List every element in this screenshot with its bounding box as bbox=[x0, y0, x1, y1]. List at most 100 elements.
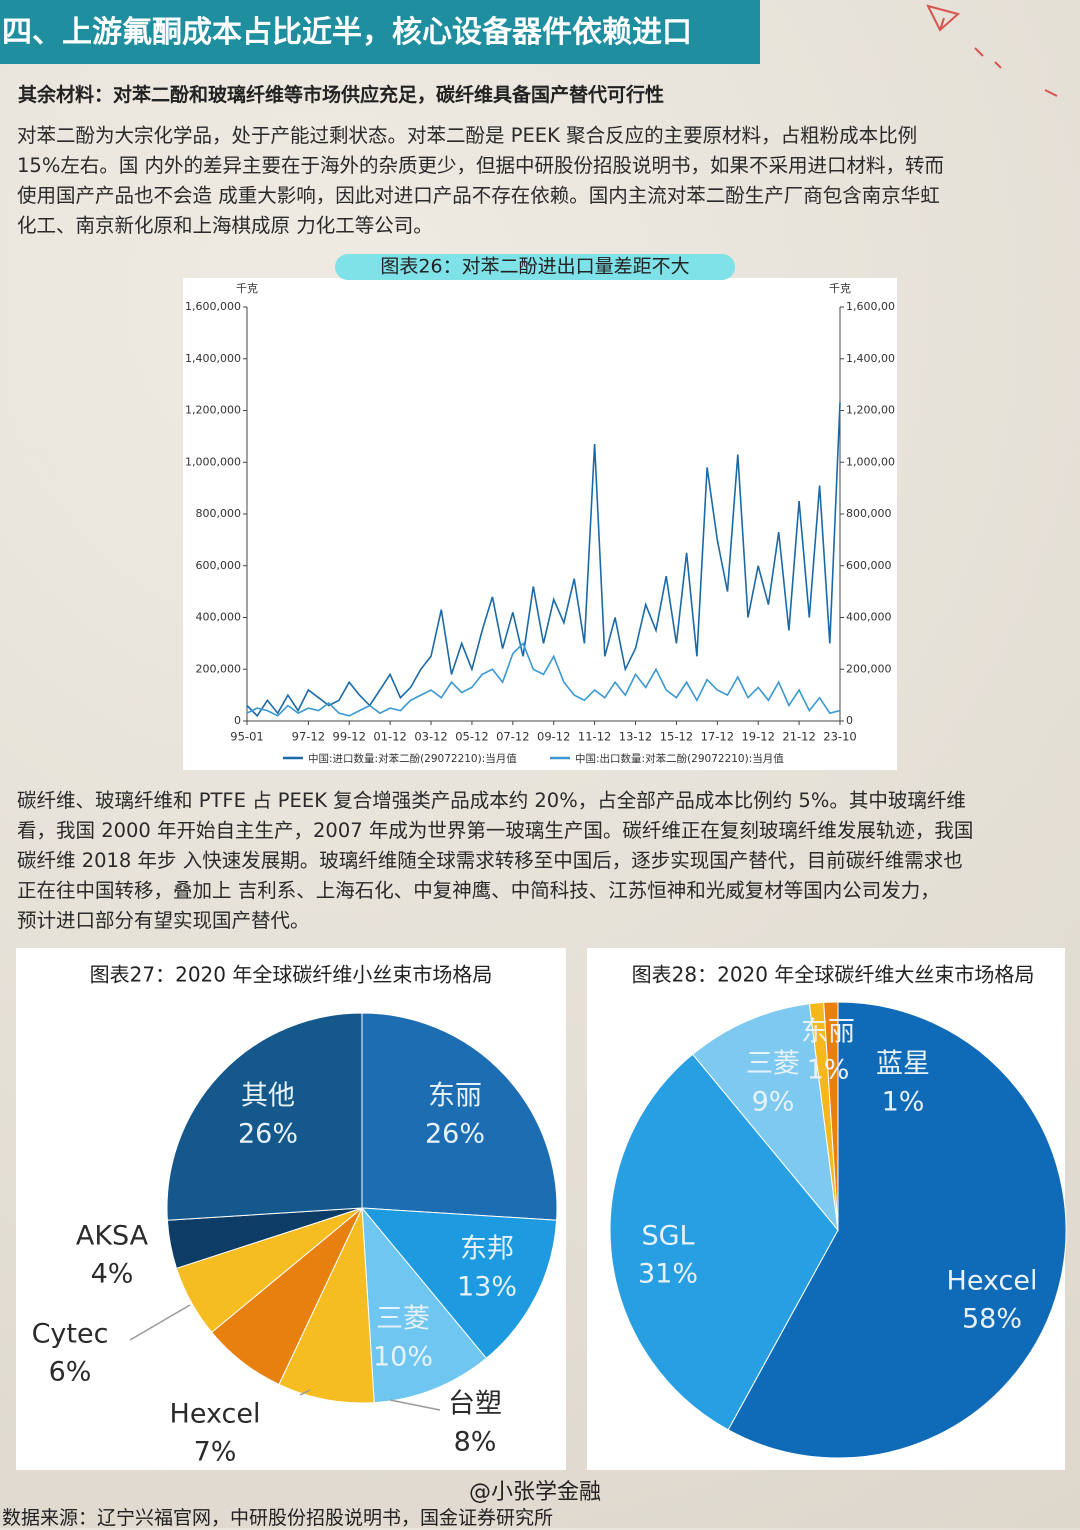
x-tick-label: 23-10 bbox=[823, 730, 856, 744]
chart-panel bbox=[183, 278, 897, 770]
text-line: 15%左右。国 内外的差异主要在于海外的杂质更少，但据中研股份招股说明书，如果不… bbox=[17, 154, 945, 177]
x-tick-label: 99-12 bbox=[333, 730, 366, 744]
pie-slice bbox=[609, 1053, 839, 1431]
slice-label: 其他 bbox=[241, 1081, 295, 1112]
x-tick-label: 01-12 bbox=[373, 730, 406, 744]
text-line: 使用国产产品也不会造 成重大影响，因此对进口产品不存在依赖。国内主流对苯二酚生产… bbox=[17, 184, 940, 207]
slice-label: 台塑 bbox=[448, 1389, 502, 1420]
x-tick-label: 03-12 bbox=[414, 730, 447, 744]
text-line: 正在往中国转移，叠加上 吉利系、上海石化、中复神鹰、中简科技、江苏恒神和光威复材… bbox=[17, 879, 940, 902]
caption-pill bbox=[335, 254, 735, 280]
slice-value: 1% bbox=[807, 1055, 850, 1086]
x-tick-label: 95-01 bbox=[230, 730, 263, 744]
x-tick-label: 13-12 bbox=[619, 730, 652, 744]
axis-unit: 千克 bbox=[236, 282, 258, 295]
subtitle: 其余材料：对苯二酚和玻璃纤维等市场供应充足，碳纤维具备国产替代可行性 bbox=[18, 84, 665, 106]
y-tick-label: 800,000 bbox=[846, 507, 892, 520]
slice-value: 6% bbox=[49, 1357, 92, 1388]
legend-label: 中国:出口数量:对苯二酚(29072210):当月值 bbox=[575, 752, 784, 765]
text-line: 碳纤维、玻璃纤维和 PTFE 占 PEEK 复合增强类产品成本约 20%，占全部… bbox=[17, 789, 966, 812]
slice-label: Hexcel bbox=[947, 1266, 1038, 1297]
text-line: 碳纤维 2018 年步 入快速发展期。玻璃纤维随全球需求转移至中国后，逐步实现国… bbox=[17, 849, 963, 872]
slice-label: Hexcel bbox=[170, 1399, 261, 1430]
x-tick-label: 07-12 bbox=[496, 730, 529, 744]
legend-label: 中国:进口数量:对苯二酚(29072210):当月值 bbox=[308, 752, 517, 765]
slice-value: 9% bbox=[752, 1087, 795, 1118]
y-tick-label: 200,000 bbox=[846, 662, 892, 675]
y-tick-label: 1,000,00 bbox=[846, 455, 895, 468]
x-tick-label: 17-12 bbox=[701, 730, 734, 744]
x-tick-label: 09-12 bbox=[537, 730, 570, 744]
slice-label: AKSA bbox=[76, 1221, 149, 1252]
chart-title: 图表26：对苯二酚进出口量差距不大 bbox=[380, 256, 689, 278]
text-line: 预计进口部分有望实现国产替代。 bbox=[17, 909, 310, 932]
x-tick-label: 15-12 bbox=[660, 730, 693, 744]
pie-slice bbox=[278, 1207, 375, 1404]
doodle bbox=[926, 4, 1058, 97]
text-line: 对苯二酚为大宗化学品，处于产能过剩状态。对苯二酚是 PEEK 聚合反应的主要原材… bbox=[17, 124, 918, 147]
slice-label: 三菱 bbox=[746, 1049, 800, 1080]
slice-value: 7% bbox=[194, 1437, 237, 1468]
slice-label: 东丽 bbox=[428, 1081, 482, 1112]
y-tick-label: 600,000 bbox=[846, 559, 892, 572]
slice-label: 东邦 bbox=[460, 1234, 514, 1265]
y-tick-label: 1,400,000 bbox=[185, 352, 241, 365]
y-tick-label: 1,200,000 bbox=[185, 404, 241, 417]
slice-value: 8% bbox=[454, 1427, 497, 1458]
series-line bbox=[246, 641, 841, 717]
slice-label: SGL bbox=[641, 1221, 694, 1252]
text-line: 化工、南京新化原和上海棋成原 力化工等公司。 bbox=[17, 214, 433, 237]
text-line: 看，我国 2000 年开始自主生产，2007 年成为世界第一玻璃生产国。碳纤维正… bbox=[17, 819, 974, 842]
pie-slice bbox=[360, 1207, 558, 1360]
slice-label: 蓝星 bbox=[876, 1049, 930, 1080]
header-title: 四、上游氟酮成本占比近半，核心设备器件依赖进口 bbox=[0, 0, 760, 64]
y-tick-label: 1,400,00 bbox=[846, 352, 895, 365]
y-tick-label: 1,000,000 bbox=[185, 455, 241, 468]
y-tick-label: 1,200,00 bbox=[846, 404, 895, 417]
x-tick-label: 05-12 bbox=[455, 730, 488, 744]
pie-slice bbox=[361, 1206, 488, 1404]
y-tick-label: 600,000 bbox=[196, 559, 242, 572]
y-tick-label: 0 bbox=[234, 714, 241, 727]
slice-label: Cytec bbox=[32, 1319, 109, 1350]
pie-slice bbox=[823, 1001, 839, 1231]
y-tick-label: 1,600,00 bbox=[846, 300, 895, 313]
chart-title: 图表28：2020 年全球碳纤维大丝束市场格局 bbox=[632, 963, 1035, 987]
slice-value: 13% bbox=[457, 1272, 517, 1303]
pie-slice bbox=[166, 1012, 363, 1221]
x-tick-label: 97-12 bbox=[292, 730, 325, 744]
slice-value: 31% bbox=[638, 1259, 698, 1290]
watermark: @小张学金融 bbox=[468, 1480, 601, 1505]
x-tick-label: 21-12 bbox=[782, 730, 815, 744]
x-tick-label: 11-12 bbox=[578, 730, 611, 744]
slice-value: 26% bbox=[238, 1119, 298, 1150]
y-tick-label: 400,000 bbox=[196, 611, 242, 624]
x-tick-label: 19-12 bbox=[741, 730, 774, 744]
slice-value: 58% bbox=[962, 1304, 1022, 1335]
slice-value: 26% bbox=[425, 1119, 485, 1150]
slice-label: 东丽 bbox=[801, 1017, 855, 1048]
pie-slice bbox=[727, 1001, 1067, 1459]
source-note: 数据来源：辽宁兴福官网，中研股份招股说明书，国金证券研究所 bbox=[2, 1507, 554, 1529]
leader-line bbox=[389, 1399, 441, 1411]
y-tick-label: 1,600,000 bbox=[185, 300, 241, 313]
chart-title: 图表27：2020 年全球碳纤维小丝束市场格局 bbox=[90, 963, 493, 987]
series-line bbox=[246, 402, 841, 718]
slice-value: 10% bbox=[373, 1342, 433, 1373]
paragraph: 碳纤维、玻璃纤维和 PTFE 占 PEEK 复合增强类产品成本约 20%，占全部… bbox=[17, 786, 973, 936]
slice-value: 4% bbox=[91, 1259, 134, 1290]
y-tick-label: 0 bbox=[846, 714, 853, 727]
pie-slice bbox=[361, 1012, 558, 1221]
y-tick-label: 800,000 bbox=[196, 507, 242, 520]
leader-line bbox=[299, 1389, 311, 1396]
pie-slice bbox=[691, 1003, 839, 1232]
slice-value: 1% bbox=[882, 1087, 925, 1118]
leader-line bbox=[129, 1304, 191, 1341]
slice-label: 三菱 bbox=[376, 1304, 430, 1335]
y-tick-label: 400,000 bbox=[846, 611, 892, 624]
paragraph: 对苯二酚为大宗化学品，处于产能过剩状态。对苯二酚是 PEEK 聚合反应的主要原材… bbox=[17, 121, 944, 241]
y-tick-label: 200,000 bbox=[196, 662, 242, 675]
axis-unit: 千克 bbox=[829, 282, 851, 295]
